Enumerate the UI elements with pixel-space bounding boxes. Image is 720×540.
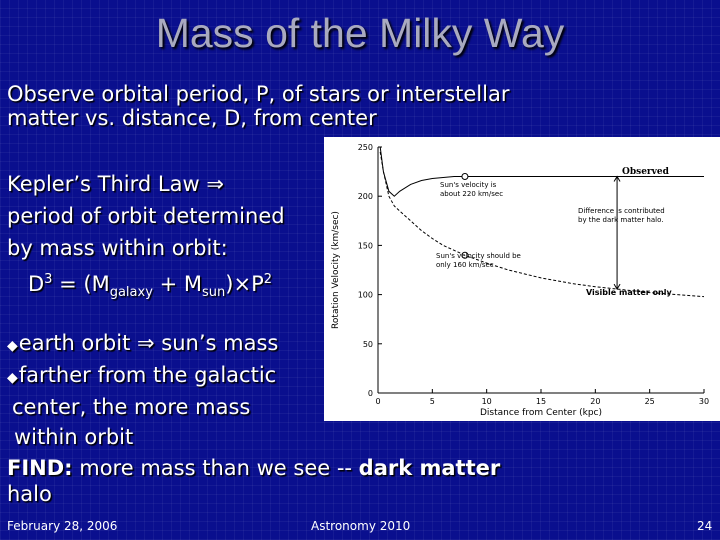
implies-arrow: ⇒ bbox=[136, 331, 155, 355]
x-tick-label: 25 bbox=[645, 397, 655, 406]
rotation-curve-svg: 0 5 10 15 20 25 30 0 50 100 150 200 250 Observed Vis… bbox=[331, 143, 709, 418]
find-label: FIND: bbox=[7, 456, 73, 480]
intro-line-2: matter vs. distance, D, from center bbox=[7, 106, 377, 130]
bullet-2-line-3: within orbit bbox=[14, 425, 134, 449]
annotation-line: by the dark matter halo. bbox=[578, 216, 663, 224]
y-tick-label: 150 bbox=[358, 241, 373, 250]
y-tick-label: 200 bbox=[358, 192, 373, 201]
visible-matter-curve bbox=[379, 151, 705, 298]
kepler-formula: D3 = (Mgalaxy + Msun)×P2 bbox=[28, 268, 272, 305]
formula-p: P bbox=[251, 272, 264, 296]
x-tick-label: 10 bbox=[482, 397, 492, 406]
kepler-line-2: period of orbit determined bbox=[7, 204, 285, 228]
formula-d: D bbox=[28, 272, 45, 296]
kepler-label: Kepler’s Third Law bbox=[7, 172, 207, 196]
formula-times: × bbox=[233, 272, 252, 296]
annotation-line: Sun's velocity should be bbox=[436, 252, 521, 260]
formula-close: ) bbox=[225, 272, 234, 296]
bullet-2: ◆farther from the galactic bbox=[7, 363, 276, 390]
footer-page-number: 24 bbox=[697, 519, 713, 533]
implies-arrow: ⇒ bbox=[206, 172, 224, 196]
kepler-line-3: by mass within orbit: bbox=[7, 236, 228, 260]
find-line-1: FIND: more mass than we see -- dark matt… bbox=[7, 456, 500, 480]
y-tick-label: 50 bbox=[363, 340, 373, 349]
arrow-head-down bbox=[613, 283, 621, 291]
formula-eq: = (M bbox=[52, 272, 110, 296]
annotation-line: about 220 km/sec bbox=[440, 190, 503, 198]
formula-sub-galaxy: galaxy bbox=[109, 285, 153, 301]
formula-plus: + M bbox=[152, 272, 202, 296]
bullet-2-line-1: farther from the galactic bbox=[18, 363, 277, 387]
formula-sub-sun: sun bbox=[201, 285, 226, 301]
diamond-bullet-icon: ◆ bbox=[7, 338, 18, 354]
y-tick-label: 100 bbox=[358, 291, 373, 300]
diamond-bullet-icon: ◆ bbox=[7, 370, 18, 386]
formula-d-exponent: 3 bbox=[44, 272, 53, 287]
series-label-observed: Observed bbox=[622, 167, 670, 177]
find-text: more mass than we see -- bbox=[72, 456, 359, 480]
intro-line-1: Observe orbital period, P, of stars or i… bbox=[7, 82, 510, 106]
y-tick-label: 250 bbox=[358, 143, 373, 152]
bullet-1-rest: sun’s mass bbox=[154, 331, 279, 355]
annotation-sun-should: Sun's velocity should be only 160 km/sec bbox=[436, 252, 521, 269]
rotation-curve-chart: 0 5 10 15 20 25 30 0 50 100 150 200 250 Observed Vis… bbox=[324, 137, 720, 421]
sun-predicted-marker bbox=[461, 251, 469, 259]
annotation-line: Difference is contributed bbox=[578, 207, 665, 215]
x-tick-label: 15 bbox=[536, 397, 546, 406]
annotation-line: Sun's velocity is bbox=[440, 181, 497, 189]
annotation-sun-velocity: Sun's velocity is about 220 km/sec bbox=[440, 181, 503, 198]
annotation-difference: Difference is contributed by the dark mat… bbox=[578, 207, 665, 224]
y-tick-label: 0 bbox=[368, 389, 373, 398]
sun-observed-marker bbox=[461, 173, 469, 181]
x-axis-label: Distance from Center (kpc) bbox=[480, 408, 602, 418]
find-line-2: halo bbox=[7, 482, 52, 506]
bullet-1: ◆earth orbit ⇒ sun’s mass bbox=[7, 331, 278, 358]
formula-p-exponent: 2 bbox=[263, 272, 273, 287]
footer-course: Astronomy 2010 bbox=[311, 519, 411, 533]
observed-curve bbox=[379, 146, 704, 197]
footer-date: February 28, 2006 bbox=[7, 519, 118, 533]
kepler-line-1: Kepler’s Third Law ⇒ bbox=[7, 172, 224, 196]
annotation-line: only 160 km/sec bbox=[436, 261, 494, 269]
x-tick-label: 30 bbox=[699, 397, 709, 406]
series-label-visible: Visible matter only bbox=[586, 288, 672, 297]
bullet-1-text: earth orbit bbox=[18, 331, 137, 355]
bullet-2-line-2: center, the more mass bbox=[12, 395, 251, 419]
y-axis-label: Rotation Velocity (km/sec) bbox=[331, 211, 341, 329]
x-tick-label: 5 bbox=[430, 397, 435, 406]
dark-matter-emphasis: dark matter bbox=[358, 456, 501, 480]
slide-title: Mass of the Milky Way bbox=[155, 10, 565, 56]
x-tick-label: 20 bbox=[590, 397, 600, 406]
x-tick-label: 0 bbox=[375, 397, 380, 406]
